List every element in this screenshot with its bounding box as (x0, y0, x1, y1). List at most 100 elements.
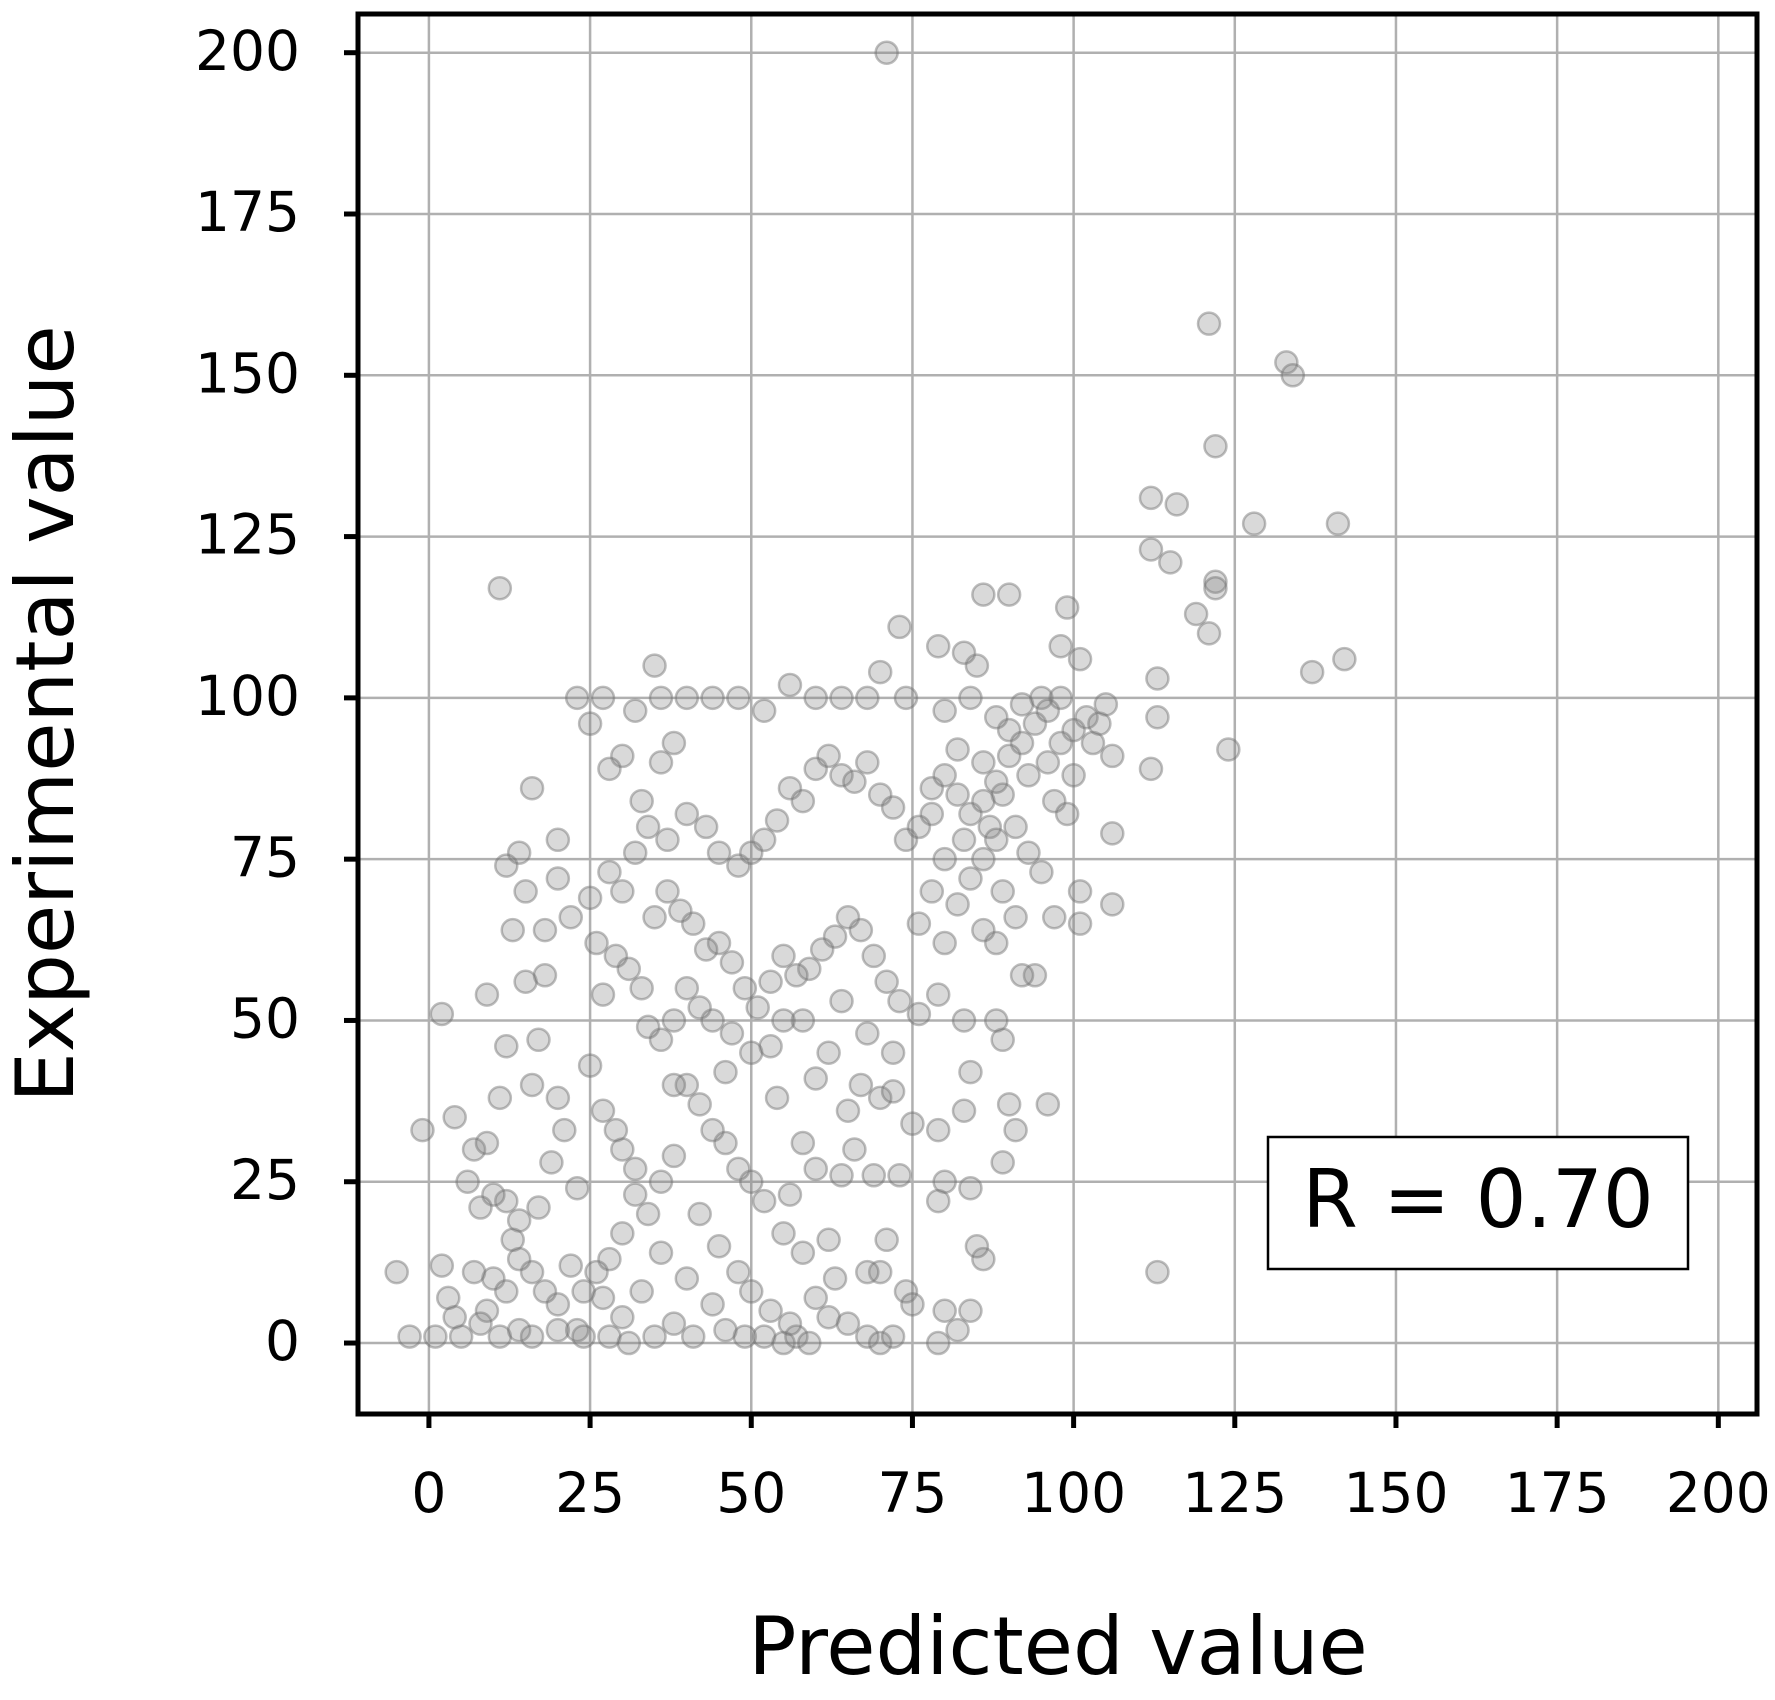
point (925, 1117, 951, 1143)
point (474, 982, 500, 1007)
point (797, 956, 822, 982)
point (1241, 511, 1267, 536)
point (610, 879, 635, 904)
point (642, 904, 667, 930)
point (829, 763, 854, 788)
point (951, 640, 977, 665)
point (687, 1092, 712, 1117)
point (661, 730, 687, 756)
point (668, 898, 693, 924)
point (680, 911, 706, 936)
point (474, 1130, 500, 1156)
point (984, 930, 1009, 956)
point (848, 1072, 874, 1098)
y-axis-label: Experimental value (0, 325, 92, 1102)
point (874, 969, 899, 994)
point (500, 917, 525, 943)
x-tick-label: 175 (1505, 1461, 1610, 1525)
point (1325, 511, 1351, 536)
point (1203, 569, 1228, 594)
point (1332, 646, 1357, 672)
x-tick-label: 25 (555, 1461, 625, 1525)
y-tick-label: 200 (195, 19, 300, 83)
point (506, 1208, 532, 1233)
point (468, 1311, 493, 1336)
point (622, 840, 648, 865)
point (777, 1311, 803, 1336)
point (1042, 904, 1067, 930)
point (519, 775, 545, 801)
point (1061, 717, 1086, 743)
point (971, 846, 996, 872)
x-tick-label: 50 (716, 1461, 786, 1525)
point (661, 1072, 687, 1098)
point (552, 1117, 577, 1143)
point (719, 1021, 745, 1046)
point (984, 1008, 1009, 1033)
point (842, 1137, 867, 1162)
point (564, 1175, 590, 1201)
point (526, 1027, 551, 1053)
point (648, 685, 674, 711)
x-tick-label: 200 (1666, 1461, 1771, 1525)
point (1138, 537, 1164, 562)
point (584, 1259, 609, 1285)
point (932, 846, 957, 872)
point (674, 1072, 700, 1098)
point (932, 930, 957, 956)
x-tick-label: 100 (1021, 1461, 1126, 1525)
point (506, 840, 532, 865)
point (616, 956, 642, 982)
point (661, 1311, 687, 1336)
point (1048, 685, 1073, 711)
point (893, 685, 919, 711)
point (661, 1143, 687, 1169)
point (455, 1169, 480, 1194)
point (635, 814, 661, 840)
point (706, 930, 732, 956)
point (932, 1298, 957, 1324)
point (945, 737, 970, 762)
point (951, 827, 977, 853)
point (790, 1240, 816, 1265)
point (932, 698, 957, 724)
point (1054, 801, 1080, 827)
point (532, 917, 558, 943)
point (855, 685, 880, 711)
point (1145, 1259, 1170, 1285)
point (597, 1246, 622, 1272)
point (764, 808, 790, 833)
point (545, 1292, 571, 1317)
point (984, 827, 1009, 853)
point (945, 892, 970, 917)
point (423, 1324, 448, 1349)
point (436, 1285, 461, 1311)
point (861, 1163, 887, 1188)
point (758, 1298, 783, 1324)
x-tick-label: 0 (411, 1461, 446, 1525)
point (1080, 730, 1106, 756)
point (622, 1182, 648, 1207)
point (835, 1098, 861, 1124)
point (919, 775, 945, 801)
y-tick-label: 0 (265, 1309, 300, 1373)
point (648, 1169, 674, 1194)
point (706, 1234, 732, 1259)
point (958, 866, 983, 891)
point (764, 1085, 790, 1111)
point (990, 879, 1015, 904)
point (687, 995, 712, 1020)
point (1100, 743, 1125, 769)
point (739, 1169, 764, 1194)
point (1196, 311, 1222, 336)
point (971, 1246, 996, 1272)
point (745, 995, 770, 1020)
point (1138, 485, 1164, 511)
y-tick-label: 125 (195, 503, 300, 567)
point (996, 582, 1022, 607)
x-axis-label: Predicted value (748, 1600, 1368, 1693)
point (880, 1079, 906, 1104)
point (964, 653, 990, 678)
point (751, 1324, 777, 1349)
point (835, 904, 861, 930)
